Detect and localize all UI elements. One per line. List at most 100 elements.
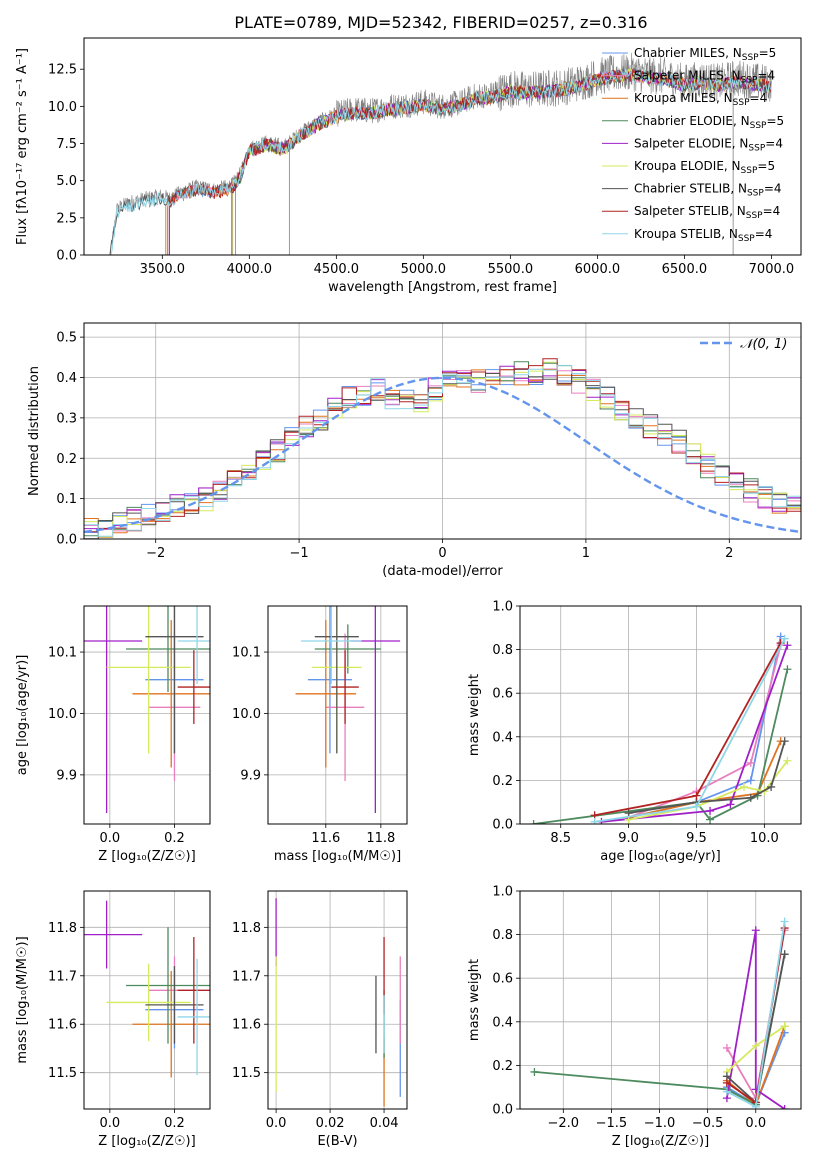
mass-weight-marker bbox=[783, 641, 792, 650]
legend-label-sub: SSP bbox=[750, 121, 767, 131]
mass-weight-marker bbox=[722, 1087, 731, 1096]
mass_vs_EBV-ytick-label: 11.6 bbox=[232, 1018, 261, 1033]
spectrum-axes: 3500.0 4000.0 4500.0 5000.0 5500.0 6000.0 6500… bbox=[15, 37, 802, 295]
spectrum-xtick-label: 6000.0 bbox=[575, 262, 621, 277]
spectrum-ytick-label: 2.5 bbox=[56, 211, 77, 226]
age_vs_Z-xtick-label: 0.2 bbox=[164, 831, 185, 846]
mass-weight-marker bbox=[706, 815, 715, 824]
residuals-ytick-label: 0.5 bbox=[56, 331, 77, 346]
mass_weight_vs_age-xtick-label: 9.5 bbox=[686, 831, 707, 846]
spectrum-xtick-label: 4000.0 bbox=[227, 262, 273, 277]
mass_vs_Z-plot-area bbox=[84, 900, 210, 1078]
age_vs_Z-ylabel: age [log₁₀(age/yr)] bbox=[15, 655, 30, 776]
mass_weight_vs_Z-plot-area bbox=[530, 917, 789, 1109]
spectrum-ytick-label: 7.5 bbox=[56, 137, 77, 152]
legend-label-main: Chabrier STELIB, N bbox=[634, 182, 747, 196]
legend-label-sub: SSP bbox=[748, 143, 765, 153]
mass-weight-marker bbox=[739, 782, 748, 791]
mass_vs_Z-ytick-label: 11.8 bbox=[48, 921, 77, 936]
legend-label: Kroupa MILES, NSSP=4 bbox=[634, 91, 767, 108]
mass-weight-marker bbox=[706, 806, 715, 815]
mass_weight_vs_age-axes: 8.5 9.0 9.5 10.0 0.0 0.2 0.4 0.6 0.8 1.0 age [log₁… bbox=[467, 600, 802, 864]
age_vs_Z-plot-area bbox=[84, 606, 210, 813]
age_vs_mass-xtick-label: 11.8 bbox=[366, 831, 395, 846]
mass-weight-marker bbox=[746, 793, 755, 802]
mass_weight_vs_Z-ytick-label: 0.8 bbox=[492, 928, 513, 943]
residuals-xtick-label: −2 bbox=[146, 546, 165, 561]
mass-weight-line bbox=[726, 930, 786, 1109]
mass_weight_vs_age-xtick-label: 10.0 bbox=[750, 831, 779, 846]
legend-label-sub: SSP bbox=[738, 234, 755, 244]
mass_weight_vs_Z-ylabel: mass weight bbox=[467, 959, 482, 1041]
mass_weight_vs_Z-ytick-label: 0.0 bbox=[492, 1103, 513, 1118]
mass-weight-marker bbox=[780, 1105, 789, 1109]
mass_weight_vs_Z-axes: −2.0 −1.5 −1.0 −0.5 0.0 0.0 0.2 0.4 0.6 0.8 1.0 Z [… bbox=[467, 885, 802, 1149]
spectrum-xtick-label: 5500.0 bbox=[488, 262, 534, 277]
residuals-ylabel: Normed distribution bbox=[27, 366, 42, 496]
age_vs_mass-plot-area bbox=[295, 606, 401, 813]
mass-weight-marker bbox=[751, 1102, 760, 1109]
spectrum-xtick-label: 6500.0 bbox=[662, 262, 708, 277]
spectrum-ylabel: Flux [fλ10⁻¹⁷ erg cm⁻² s⁻¹ A⁻¹] bbox=[15, 48, 30, 245]
residuals-xtick-label: 1 bbox=[582, 546, 590, 561]
mass_weight_vs_age-plot-area bbox=[529, 632, 792, 824]
mass-weight-marker bbox=[767, 782, 776, 791]
mass_weight_vs_age-ytick-label: 0.6 bbox=[492, 687, 513, 702]
mass_weight_vs_Z-ytick-label: 0.2 bbox=[492, 1059, 513, 1074]
mass_weight_vs_age-ytick-label: 0.2 bbox=[492, 774, 513, 789]
residuals-xtick-label: 0 bbox=[438, 546, 446, 561]
spectrum-frame bbox=[83, 37, 802, 256]
legend-label-main: Salpeter MILES, N bbox=[634, 69, 741, 83]
legend-label-sub: SSP bbox=[733, 98, 750, 108]
mass_vs_EBV-ytick-label: 11.8 bbox=[232, 921, 261, 936]
residuals-ytick-label: 0.4 bbox=[56, 371, 77, 386]
mass_vs_Z-xtick-label: 0.2 bbox=[164, 1116, 185, 1131]
residuals-plot-area bbox=[84, 358, 801, 539]
mass_vs_EBV-xtick-label: 0.02 bbox=[316, 1116, 345, 1131]
legend-label: Salpeter MILES, NSSP=4 bbox=[634, 69, 775, 86]
mass_weight_vs_Z-ytick-label: 1.0 bbox=[492, 885, 513, 900]
legend-label-sub: SSP bbox=[747, 189, 764, 199]
legend-label-suffix: =4 bbox=[765, 136, 783, 150]
legend-label-main: Chabrier MILES, N bbox=[634, 46, 742, 60]
mass-weight-marker bbox=[780, 737, 789, 746]
age_vs_mass-xlabel: mass [log₁₀(M/M☉)] bbox=[274, 849, 401, 864]
mass_weight_vs_Z-xtick-label: 0.0 bbox=[745, 1116, 766, 1131]
mass_vs_EBV-ytick-label: 11.5 bbox=[232, 1066, 261, 1081]
spectrum-model-line bbox=[109, 69, 772, 255]
spectrum-ytick-label: 5.0 bbox=[56, 174, 77, 189]
legend-label: Chabrier MILES, NSSP=5 bbox=[634, 46, 776, 63]
legend-label-sub: SSP bbox=[746, 211, 763, 221]
mass_vs_Z-frame bbox=[83, 890, 211, 1110]
age_vs_mass-frame bbox=[267, 605, 408, 825]
mass-weight-marker bbox=[529, 820, 538, 824]
residuals-axes: −2 −1 0 1 2 0.0 0.1 0.2 0.3 0.4 0.5 (data-model)/er… bbox=[27, 322, 802, 579]
legend-label-suffix: =4 bbox=[757, 69, 775, 83]
spectrum-xtick-label: 5000.0 bbox=[401, 262, 447, 277]
legend-label-suffix: =4 bbox=[763, 204, 781, 218]
spectrum-xtick-label: 4500.0 bbox=[314, 262, 360, 277]
mass-weight-marker bbox=[746, 776, 755, 785]
mass_vs_EBV-xtick-label: 0.0 bbox=[266, 1116, 287, 1131]
legend-label: Salpeter STELIB, NSSP=4 bbox=[634, 204, 780, 221]
mass_vs_Z-ytick-label: 11.7 bbox=[48, 969, 77, 984]
mass_weight_vs_age-ytick-label: 0.8 bbox=[492, 643, 513, 658]
residuals-ytick-label: 0.2 bbox=[56, 452, 77, 467]
mass_vs_EBV-xlabel: E(B-V) bbox=[317, 1134, 357, 1149]
residual-histogram-line bbox=[84, 364, 801, 537]
legend-label-main: Chabrier ELODIE, N bbox=[634, 114, 750, 128]
mass_weight_vs_age-ytick-label: 0.0 bbox=[492, 818, 513, 833]
spectrum-xtick-label: 7000.0 bbox=[749, 262, 795, 277]
mass_vs_Z-axes: 0.0 0.2 11.5 11.6 11.7 11.8 Z [log₁₀(Z/Z☉)] mas… bbox=[15, 890, 211, 1149]
spectrum-ytick-label: 10.0 bbox=[48, 100, 77, 115]
legend-label: Kroupa ELODIE, NSSP=5 bbox=[634, 159, 775, 176]
spectrum-ytick-label: 0.0 bbox=[56, 249, 77, 264]
mass-weight-marker bbox=[624, 809, 633, 818]
age_vs_Z-axes: 0.0 0.2 9.9 10.0 10.1 Z [log₁₀(Z/Z☉)] age [log… bbox=[15, 605, 211, 864]
mass_vs_Z-xlabel: Z [log₁₀(Z/Z☉)] bbox=[98, 1134, 195, 1149]
mass_vs_Z-ytick-label: 11.5 bbox=[48, 1066, 77, 1081]
plots-layer: 3500.0 4000.0 4500.0 5000.0 5500.0 6000.0 6500… bbox=[15, 37, 802, 1149]
figure-title: PLATE=0789, MJD=52342, FIBERID=0257, z=0… bbox=[234, 13, 647, 32]
mass-weight-marker bbox=[746, 758, 755, 767]
